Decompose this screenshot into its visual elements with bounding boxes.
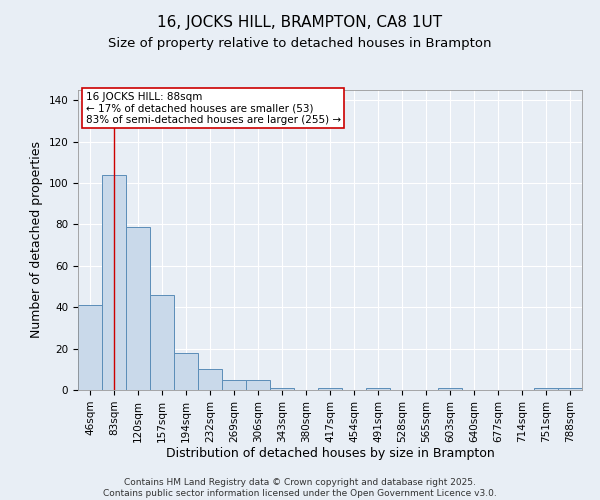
Bar (126, 226, 150, 390)
Bar (222, 380, 246, 390)
Bar (270, 388, 294, 390)
Text: Size of property relative to detached houses in Brampton: Size of property relative to detached ho… (108, 38, 492, 51)
X-axis label: Distribution of detached houses by size in Brampton: Distribution of detached houses by size … (166, 448, 494, 460)
Bar (150, 295, 174, 390)
Bar (174, 353, 198, 390)
Text: 16, JOCKS HILL, BRAMPTON, CA8 1UT: 16, JOCKS HILL, BRAMPTON, CA8 1UT (157, 15, 443, 30)
Bar (534, 388, 558, 390)
Text: 16 JOCKS HILL: 88sqm
← 17% of detached houses are smaller (53)
83% of semi-detac: 16 JOCKS HILL: 88sqm ← 17% of detached h… (86, 92, 341, 124)
Text: Contains HM Land Registry data © Crown copyright and database right 2025.
Contai: Contains HM Land Registry data © Crown c… (103, 478, 497, 498)
Bar (78, 305, 102, 390)
Bar (558, 388, 582, 390)
Bar (438, 388, 462, 390)
Bar (102, 175, 126, 390)
Bar (198, 370, 222, 390)
Y-axis label: Number of detached properties: Number of detached properties (30, 142, 43, 338)
Bar (246, 380, 270, 390)
Bar (366, 388, 390, 390)
Bar (318, 388, 342, 390)
